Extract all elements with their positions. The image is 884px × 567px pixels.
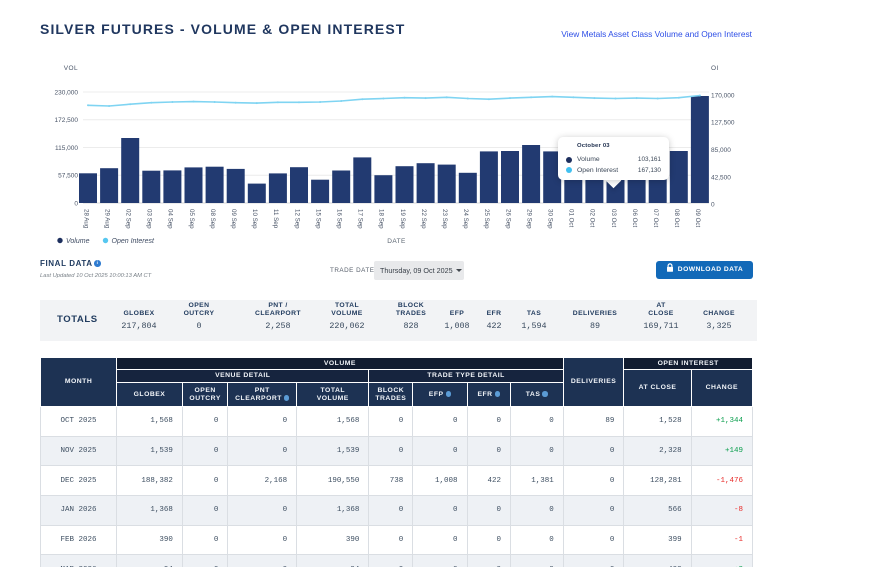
svg-text:06 Oct: 06 Oct <box>631 209 638 228</box>
svg-text:23 Sep: 23 Sep <box>441 209 448 229</box>
svg-text:26 Sep: 26 Sep <box>504 209 511 229</box>
svg-text:02 Oct: 02 Oct <box>589 209 596 228</box>
svg-text:22 Sep: 22 Sep <box>420 209 427 229</box>
svg-text:172,500: 172,500 <box>55 117 79 124</box>
svg-text:28 Aug: 28 Aug <box>82 209 89 229</box>
svg-text:18 Sep: 18 Sep <box>378 209 385 229</box>
svg-text:15 Sep: 15 Sep <box>314 209 321 229</box>
svg-text:OI: OI <box>711 65 719 72</box>
svg-text:19 Sep: 19 Sep <box>399 209 406 229</box>
svg-text:10 Sep: 10 Sep <box>251 209 258 229</box>
svg-text:09 Sep: 09 Sep <box>230 209 237 229</box>
svg-text:30 Sep: 30 Sep <box>547 209 554 229</box>
svg-text:42,500: 42,500 <box>711 174 731 181</box>
svg-text:29 Aug: 29 Aug <box>103 209 110 229</box>
svg-text:127,500: 127,500 <box>711 120 735 127</box>
svg-text:03 Oct: 03 Oct <box>610 209 617 228</box>
svg-text:11 Sep: 11 Sep <box>272 209 279 229</box>
svg-text:VOL: VOL <box>64 65 78 72</box>
svg-text:03 Sep: 03 Sep <box>146 209 153 229</box>
svg-text:05 Sep: 05 Sep <box>188 209 195 229</box>
svg-text:0: 0 <box>711 202 715 209</box>
svg-text:Open Interest: Open Interest <box>112 238 155 245</box>
svg-text:24 Sep: 24 Sep <box>462 209 469 229</box>
svg-text:Volume: Volume <box>66 238 90 245</box>
svg-text:DATE: DATE <box>387 238 406 245</box>
svg-text:02 Sep: 02 Sep <box>125 209 132 229</box>
svg-text:115,000: 115,000 <box>55 145 78 152</box>
svg-text:08 Sep: 08 Sep <box>209 209 216 229</box>
svg-text:57,500: 57,500 <box>58 173 78 180</box>
svg-text:12 Sep: 12 Sep <box>293 209 300 229</box>
svg-text:25 Sep: 25 Sep <box>483 209 490 229</box>
svg-text:04 Sep: 04 Sep <box>167 209 174 229</box>
svg-text:0: 0 <box>74 200 78 207</box>
svg-text:85,000: 85,000 <box>711 147 731 154</box>
svg-text:08 Oct: 08 Oct <box>673 209 680 228</box>
svg-text:09 Oct: 09 Oct <box>694 209 701 228</box>
svg-text:29 Sep: 29 Sep <box>525 209 532 229</box>
svg-text:17 Sep: 17 Sep <box>357 209 364 229</box>
svg-text:07 Oct: 07 Oct <box>652 209 659 228</box>
svg-text:16 Sep: 16 Sep <box>336 209 343 229</box>
svg-text:01 Oct: 01 Oct <box>568 209 575 228</box>
svg-text:230,000: 230,000 <box>55 89 79 96</box>
svg-text:170,000: 170,000 <box>711 92 735 99</box>
